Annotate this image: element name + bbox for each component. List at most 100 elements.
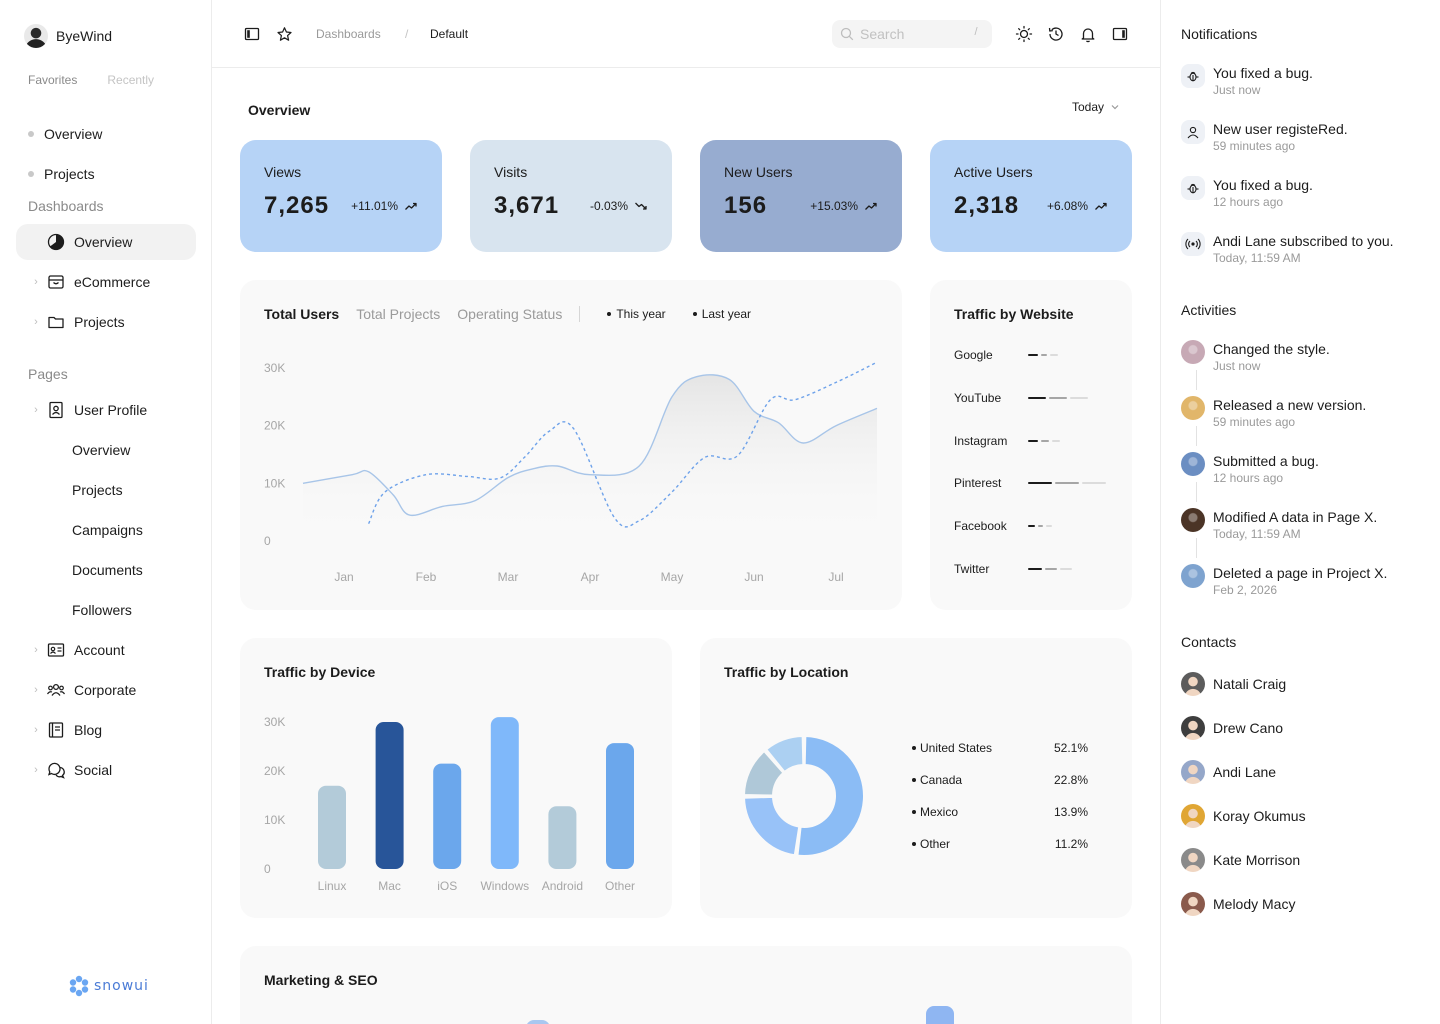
website-bars: [1028, 482, 1106, 485]
website-bars: [1028, 568, 1072, 570]
contact-name: Kate Morrison: [1213, 852, 1301, 868]
folder-icon: [46, 312, 66, 332]
search-box[interactable]: /: [832, 20, 992, 48]
website-bar-segment: [1055, 482, 1079, 485]
snowflake-icon: [69, 975, 89, 997]
stat-card-views[interactable]: Views 7,265 +11.01%: [240, 140, 442, 252]
card-title: Traffic by Location: [724, 664, 849, 680]
activity-time: Feb 2, 2026: [1213, 583, 1278, 597]
breadcrumb-dashboards[interactable]: Dashboards: [316, 27, 381, 41]
y-axis-tick-label: 20K: [264, 764, 285, 778]
dashboards-nav: Overview › eCommerce › Projects: [16, 224, 196, 344]
location-row: Other 11.2%: [912, 837, 1088, 851]
contact-item[interactable]: Natali Craig: [1181, 672, 1286, 696]
bell-icon[interactable]: [1078, 24, 1098, 44]
sun-icon[interactable]: [1014, 24, 1034, 44]
sidebar-item-ecommerce[interactable]: › eCommerce: [16, 264, 196, 300]
tab-total-projects[interactable]: Total Projects: [356, 306, 441, 322]
sidebar-item-blog[interactable]: › Blog: [16, 712, 196, 748]
sidebar-item-user-profile[interactable]: › User Profile: [16, 392, 196, 428]
chevron-down-icon[interactable]: ›: [34, 404, 38, 416]
sidebar-item-overview[interactable]: Overview: [16, 224, 196, 260]
website-bars: [1028, 525, 1052, 528]
chevron-right-icon[interactable]: ›: [34, 724, 38, 736]
sidebar-item-account[interactable]: › Account: [16, 632, 196, 668]
donut-slice-other: [765, 735, 805, 773]
tab-operating-status[interactable]: Operating Status: [457, 306, 563, 322]
chevron-right-icon[interactable]: ›: [34, 644, 38, 656]
timeline-connector: [1196, 538, 1197, 558]
timeline-connector: [1196, 370, 1197, 390]
topbar: Dashboards / Default /: [212, 0, 1160, 68]
sidebar-toggle-icon[interactable]: [242, 24, 262, 44]
tab-recently[interactable]: Recently: [107, 73, 155, 87]
chevron-right-icon[interactable]: ›: [34, 764, 38, 776]
stat-card-new-users[interactable]: New Users 156 +15.03%: [700, 140, 902, 252]
marketing-bar: [926, 1006, 954, 1024]
sidebar-item-label: eCommerce: [74, 274, 151, 290]
sidebar-item-corporate[interactable]: › Corporate: [16, 672, 196, 708]
activity-time: 59 minutes ago: [1213, 415, 1296, 429]
contact-item[interactable]: Kate Morrison: [1181, 848, 1300, 872]
website-bar-segment: [1049, 396, 1067, 399]
sidebar-subitem-documents[interactable]: Documents: [16, 552, 196, 588]
tab-total-users[interactable]: Total Users: [264, 306, 340, 322]
x-axis-tick-label: Feb: [416, 570, 437, 584]
brand-name: ByeWind: [56, 28, 113, 44]
contacts-title: Contacts: [1181, 634, 1237, 650]
chevron-right-icon[interactable]: ›: [34, 276, 38, 288]
panel-toggle-icon[interactable]: [1110, 24, 1130, 44]
legend-label: This year: [616, 307, 666, 321]
stat-card-active-users[interactable]: Active Users 2,318 +6.08%: [930, 140, 1132, 252]
x-axis-tick-label: Jul: [828, 570, 843, 584]
contact-item[interactable]: Koray Okumus: [1181, 804, 1306, 828]
location-row: Mexico 13.9%: [912, 805, 1088, 819]
star-icon[interactable]: [274, 24, 294, 44]
stat-card-visits[interactable]: Visits 3,671 -0.03%: [470, 140, 672, 252]
activity-item[interactable]: Modified A data in Page X. Today, 11:59 A…: [1181, 508, 1377, 542]
contact-item[interactable]: Melody Macy: [1181, 892, 1295, 916]
donut-slice-mexico: [743, 750, 785, 797]
sidebar-item-social[interactable]: › Social: [16, 752, 196, 788]
sidebar-subitem-overview[interactable]: Overview: [16, 432, 196, 468]
sidebar-item-projects[interactable]: › Projects: [16, 304, 196, 340]
chevron-right-icon[interactable]: ›: [34, 316, 38, 328]
notification-item[interactable]: New user registeRed. 59 minutes ago: [1181, 120, 1348, 154]
activity-item[interactable]: Changed the style. Just now: [1181, 340, 1330, 374]
marketing-seo-card: Marketing & SEO: [240, 946, 1132, 1024]
series-area-last-year: [303, 374, 877, 541]
date-range-select[interactable]: Today: [1072, 100, 1120, 114]
website-bar-segment: [1028, 568, 1042, 570]
activity-text: Changed the style.: [1213, 341, 1330, 357]
stat-change: +15.03%: [810, 199, 858, 213]
favorite-item-overview[interactable]: Overview: [28, 114, 102, 154]
sidebar-subitem-followers[interactable]: Followers: [16, 592, 196, 628]
y-axis-tick-label: 0: [264, 534, 271, 548]
contact-item[interactable]: Drew Cano: [1181, 716, 1283, 740]
sidebar-item-label: Followers: [72, 602, 132, 618]
traffic-website-card: Traffic by Website Google YouTube Instagra…: [930, 280, 1132, 610]
sidebar-subitem-projects[interactable]: Projects: [16, 472, 196, 508]
history-icon[interactable]: [1046, 24, 1066, 44]
contact-item[interactable]: Andi Lane: [1181, 760, 1276, 784]
donut-slice-united-states: [796, 735, 865, 857]
tab-favorites[interactable]: Favorites: [28, 73, 78, 87]
contact-name: Andi Lane: [1213, 764, 1277, 780]
website-bar-segment: [1052, 439, 1060, 442]
breadcrumb-current: Default: [430, 27, 469, 41]
activity-item[interactable]: Submitted a bug. 12 hours ago: [1181, 452, 1319, 486]
traffic-location-donut-chart: [743, 735, 865, 857]
notification-item[interactable]: You fixed a bug. 12 hours ago: [1181, 176, 1313, 210]
website-bar-segment: [1070, 396, 1088, 399]
notification-item[interactable]: You fixed a bug. Just now: [1181, 64, 1313, 98]
chevron-right-icon[interactable]: ›: [34, 684, 38, 696]
search-input[interactable]: [860, 26, 970, 42]
brand[interactable]: ByeWind: [24, 24, 112, 48]
notification-item[interactable]: Andi Lane subscribed to you. Today, 11:59…: [1181, 232, 1394, 266]
sidebar-subitem-campaigns[interactable]: Campaigns: [16, 512, 196, 548]
favorite-item-projects[interactable]: Projects: [28, 154, 102, 194]
activity-item[interactable]: Released a new version. 59 minutes ago: [1181, 396, 1366, 430]
avatar: [1181, 716, 1205, 740]
sidebar-item-label: Projects: [74, 314, 125, 330]
activity-item[interactable]: Deleted a page in Project X. Feb 2, 2026: [1181, 564, 1387, 598]
